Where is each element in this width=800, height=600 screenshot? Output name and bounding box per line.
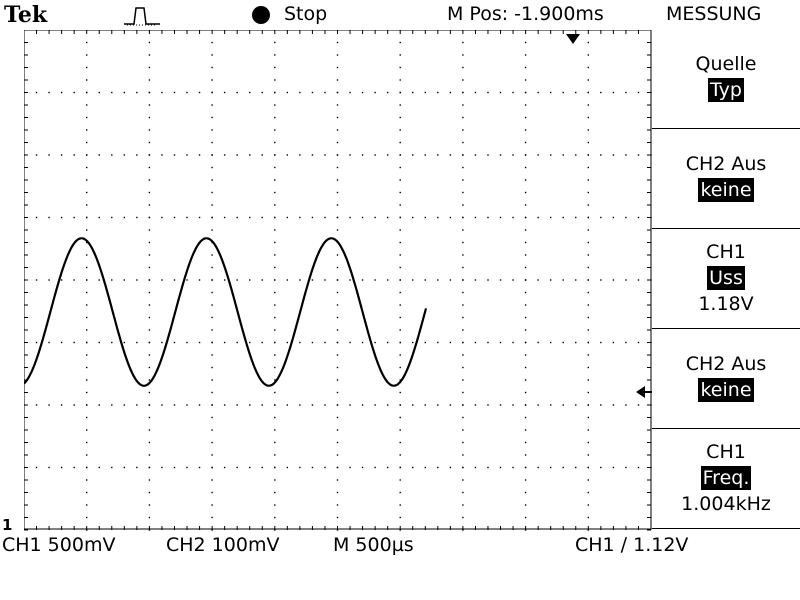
- trigger-readout: CH1 ∕ 1.12V: [575, 534, 689, 556]
- menu-title: MESSUNG: [666, 3, 762, 25]
- ch2-scale: CH2 100mV: [166, 534, 280, 556]
- trigger-position-marker: [566, 34, 580, 44]
- menu-item-label: CH1: [706, 441, 746, 463]
- menu-item-value: Typ: [708, 78, 744, 102]
- trigger-level-marker: [636, 386, 652, 398]
- menu-item-label: CH2 Aus: [685, 353, 767, 375]
- menu-item-2[interactable]: CH2 Aus keine: [652, 130, 800, 229]
- menu-item-value: keine: [698, 378, 754, 402]
- graticule: [24, 30, 652, 531]
- menu-item-reading: 1.004kHz: [681, 493, 771, 515]
- run-state-label: Stop: [284, 3, 328, 25]
- brand-logo: Tek: [4, 2, 48, 28]
- pulse-trigger-icon: [124, 7, 160, 26]
- scope-screen: [24, 30, 652, 531]
- menu-item-label: CH2 Aus: [685, 153, 767, 175]
- timebase: M 500µs: [333, 534, 414, 556]
- ch1-waveform: [24, 237, 428, 387]
- m-pos-readout: M Pos: -1.900ms: [447, 3, 604, 25]
- menu-item-value: keine: [698, 178, 754, 202]
- run-state-icon: [252, 6, 270, 24]
- menu-item-4[interactable]: CH2 Aus keine: [652, 330, 800, 429]
- menu-item-label: CH1: [706, 241, 746, 263]
- menu-item-5[interactable]: CH1 Freq. 1.004kHz: [652, 430, 800, 529]
- ch1-ground-marker: 1: [2, 516, 13, 534]
- menu-item-value: Uss: [707, 266, 745, 290]
- menu-item-1[interactable]: Quelle Typ: [652, 30, 800, 129]
- ch1-scale: CH1 500mV: [2, 534, 116, 556]
- menu-item-reading: 1.18V: [698, 293, 754, 315]
- menu-item-label: Quelle: [695, 53, 757, 75]
- menu-item-value: Freq.: [700, 466, 752, 490]
- menu-item-3[interactable]: CH1 Uss 1.18V: [652, 230, 800, 329]
